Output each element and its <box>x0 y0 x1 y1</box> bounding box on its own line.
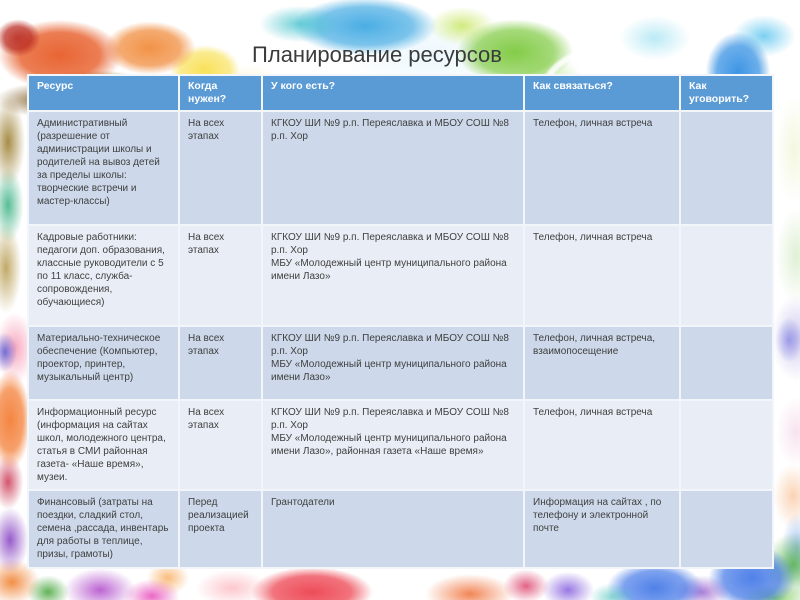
cell-who: КГКОУ ШИ №9 р.п. Переяславка и МБОУ СОШ … <box>261 325 525 401</box>
cell-text: Материально-техническое обеспечение (Ком… <box>37 333 161 383</box>
cell-contact: Телефон, личная встреча <box>523 224 681 327</box>
table-row: Административный (разрешение от админист… <box>27 110 774 226</box>
cell-text: Телефон, личная встреча <box>533 407 653 418</box>
table-row: Кадровые работники: педагоги доп. образо… <box>27 224 774 327</box>
cell-text: КГКОУ ШИ №9 р.п. Переяславка и МБОУ СОШ … <box>271 232 509 256</box>
cell-contact: Телефон, личная встреча <box>523 399 681 491</box>
cell-text: КГКОУ ШИ №9 р.п. Переяславка и МБОУ СОШ … <box>271 118 509 142</box>
resource-table: Ресурс Когда нужен? У кого есть? Как свя… <box>27 74 774 569</box>
cell-text: На всех этапах <box>188 333 225 357</box>
cell-text: Административный (разрешение от админист… <box>37 118 160 207</box>
cell-text: Перед реализацией проекта <box>188 497 249 534</box>
cell-text: МБУ «Молодежный центр муниципального рай… <box>271 359 507 383</box>
cell-resource: Финансовый (затраты на поездки, сладкий … <box>27 489 180 569</box>
table-header-row: Ресурс Когда нужен? У кого есть? Как свя… <box>27 74 774 112</box>
column-header-who-has: У кого есть? <box>261 74 525 112</box>
cell-text: МБУ «Молодежный центр муниципального рай… <box>271 258 507 282</box>
cell-text: Информационный ресурс (информация на сай… <box>37 407 166 483</box>
cell-resource: Кадровые работники: педагоги доп. образо… <box>27 224 180 327</box>
cell-resource: Информационный ресурс (информация на сай… <box>27 399 180 491</box>
table-row: Материально-техническое обеспечение (Ком… <box>27 325 774 401</box>
cell-persuade <box>679 224 774 327</box>
cell-text: Финансовый (затраты на поездки, сладкий … <box>37 497 169 560</box>
cell-when: На всех этапах <box>178 110 263 226</box>
cell-when: На всех этапах <box>178 325 263 401</box>
cell-who: Грантодатели <box>261 489 525 569</box>
cell-when: Перед реализацией проекта <box>178 489 263 569</box>
cell-text: На всех этапах <box>188 118 225 142</box>
cell-persuade <box>679 399 774 491</box>
table-body: Административный (разрешение от админист… <box>27 110 774 569</box>
cell-resource: Административный (разрешение от админист… <box>27 110 180 226</box>
column-header-contact: Как связаться? <box>523 74 681 112</box>
column-header-persuade: Как уговорить? <box>679 74 774 112</box>
cell-text: Телефон, личная встреча <box>533 232 653 243</box>
column-header-resource: Ресурс <box>27 74 180 112</box>
cell-text: Информация на сайтах , по телефону и эле… <box>533 497 662 534</box>
cell-text: МБУ «Молодежный центр муниципального рай… <box>271 433 507 457</box>
cell-text: Телефон, личная встреча, взаимопосещение <box>533 333 656 357</box>
cell-who: КГКОУ ШИ №9 р.п. Переяславка и МБОУ СОШ … <box>261 110 525 226</box>
cell-text: Кадровые работники: педагоги доп. образо… <box>37 232 165 308</box>
cell-persuade <box>679 110 774 226</box>
cell-text: КГКОУ ШИ №9 р.п. Переяславка и МБОУ СОШ … <box>271 333 509 357</box>
cell-resource: Материально-техническое обеспечение (Ком… <box>27 325 180 401</box>
page-title: Планирование ресурсов <box>252 42 502 67</box>
cell-contact: Телефон, личная встреча <box>523 110 681 226</box>
cell-persuade <box>679 325 774 401</box>
cell-text: На всех этапах <box>188 407 225 431</box>
cell-text: Грантодатели <box>271 497 335 508</box>
cell-text: Телефон, личная встреча <box>533 118 653 129</box>
cell-contact: Информация на сайтах , по телефону и эле… <box>523 489 681 569</box>
cell-text: КГКОУ ШИ №9 р.п. Переяславка и МБОУ СОШ … <box>271 407 509 431</box>
column-header-when-needed: Когда нужен? <box>178 74 263 112</box>
cell-text: На всех этапах <box>188 232 225 256</box>
cell-who: КГКОУ ШИ №9 р.п. Переяславка и МБОУ СОШ … <box>261 399 525 491</box>
table-row: Информационный ресурс (информация на сай… <box>27 399 774 491</box>
cell-when: На всех этапах <box>178 399 263 491</box>
table-row: Финансовый (затраты на поездки, сладкий … <box>27 489 774 569</box>
cell-contact: Телефон, личная встреча, взаимопосещение <box>523 325 681 401</box>
cell-when: На всех этапах <box>178 224 263 327</box>
cell-who: КГКОУ ШИ №9 р.п. Переяславка и МБОУ СОШ … <box>261 224 525 327</box>
cell-persuade <box>679 489 774 569</box>
